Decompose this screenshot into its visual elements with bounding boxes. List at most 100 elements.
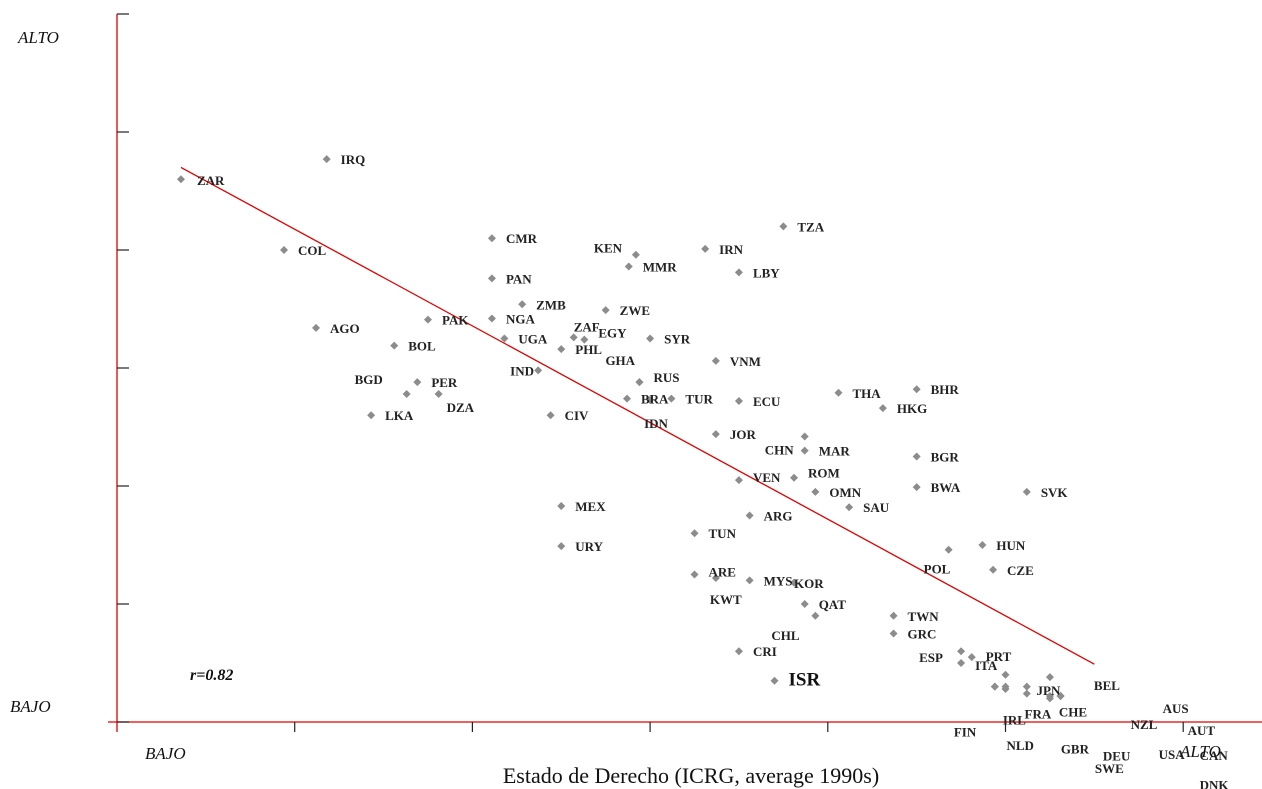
point-label: SAU — [863, 500, 890, 515]
data-point — [434, 389, 443, 398]
data-point — [1045, 694, 1054, 703]
data-point — [413, 378, 422, 387]
data-point — [779, 222, 788, 231]
data-point — [690, 529, 699, 538]
point-label: MMR — [643, 260, 678, 275]
data-point — [770, 676, 779, 685]
data-point — [990, 682, 999, 691]
point-label: MYS — [764, 573, 793, 588]
point-label: BOL — [408, 339, 436, 354]
data-point — [889, 611, 898, 620]
point-label: FRA — [1025, 707, 1052, 722]
point-label: ZAF — [574, 319, 600, 334]
point-label: CMR — [506, 231, 538, 246]
point-label: MEX — [575, 499, 606, 514]
point-label: CIV — [565, 408, 589, 423]
data-point — [912, 483, 921, 492]
point-label: GRC — [908, 627, 937, 642]
data-point — [1001, 684, 1010, 693]
point-label: URY — [575, 539, 603, 554]
data-point — [834, 388, 843, 397]
data-point — [790, 473, 799, 482]
data-point — [631, 250, 640, 259]
point-label: DEU — [1103, 748, 1131, 763]
point-label: VEN — [753, 470, 781, 485]
data-point — [878, 404, 887, 413]
data-point — [845, 503, 854, 512]
point-label: UGA — [518, 332, 548, 347]
point-label: RUS — [653, 370, 679, 385]
data-point — [1022, 682, 1031, 691]
point-label: HUN — [996, 538, 1025, 553]
point-label: PHL — [575, 342, 602, 357]
data-point — [690, 570, 699, 579]
point-label: BGR — [931, 450, 960, 465]
data-point — [734, 397, 743, 406]
data-point — [800, 600, 809, 608]
point-label: USA — [1159, 747, 1186, 762]
point-label: TUR — [685, 392, 713, 407]
data-point — [646, 395, 655, 404]
data-point — [1022, 487, 1031, 496]
data-point — [176, 175, 185, 184]
point-label: PAN — [506, 271, 532, 286]
data-point — [734, 268, 743, 277]
point-label: IDN — [644, 416, 668, 431]
point-label: BHR — [931, 382, 960, 397]
data-point — [280, 246, 289, 254]
regression-line — [180, 166, 1095, 665]
point-label: TWN — [908, 609, 940, 624]
data-point — [711, 574, 720, 583]
point-label: NZL — [1131, 717, 1158, 732]
point-label: IRN — [719, 242, 743, 257]
data-point — [487, 234, 496, 243]
data-point — [534, 366, 543, 375]
data-point — [546, 411, 555, 420]
point-label: TZA — [797, 219, 824, 234]
data-point — [745, 511, 754, 520]
point-label: BRA — [641, 392, 669, 407]
data-point — [1056, 692, 1065, 701]
data-point — [957, 647, 966, 656]
point-label: NGA — [506, 311, 536, 326]
data-point — [580, 335, 589, 344]
data-point — [500, 334, 509, 343]
point-label: IND — [510, 363, 534, 378]
point-label: ZAR — [197, 173, 225, 188]
point-label: KWT — [710, 592, 742, 607]
data-point — [557, 542, 566, 551]
data-point — [912, 385, 921, 394]
point-label: CHE — [1059, 705, 1087, 720]
point-label: SYR — [664, 332, 691, 347]
data-point — [402, 389, 411, 398]
data-point — [667, 394, 676, 403]
point-label: AGO — [330, 321, 360, 336]
point-label: GHA — [605, 353, 635, 368]
data-point — [790, 578, 799, 587]
point-label: IRL — [1003, 713, 1026, 728]
data-point — [601, 306, 610, 315]
point-label: SWE — [1095, 761, 1124, 776]
data-point — [800, 432, 809, 441]
data-point — [557, 502, 566, 511]
data-point — [811, 611, 820, 620]
data-point — [701, 244, 710, 253]
data-point — [978, 541, 987, 549]
y-high-label: ALTO — [17, 28, 59, 47]
point-label: KOR — [794, 576, 824, 591]
axis-ticks — [117, 13, 1184, 732]
x-low-label: BAJO — [145, 744, 186, 763]
y-low-label: BAJO — [10, 697, 51, 716]
data-point — [734, 476, 743, 485]
point-label: POL — [924, 562, 951, 577]
point-label: PER — [431, 375, 458, 390]
data-point — [367, 411, 376, 420]
data-point — [635, 378, 644, 387]
data-point — [557, 345, 566, 354]
point-label: HKG — [897, 401, 927, 416]
point-label: SVK — [1041, 485, 1069, 500]
data-point — [423, 315, 432, 324]
data-point — [967, 653, 976, 662]
